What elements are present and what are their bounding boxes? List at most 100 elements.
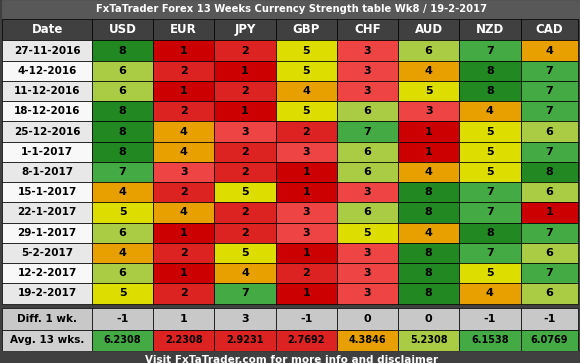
Text: 8: 8 xyxy=(425,268,433,278)
Text: 1-1-2017: 1-1-2017 xyxy=(21,147,73,157)
Bar xyxy=(459,19,520,40)
Text: 2: 2 xyxy=(241,167,249,177)
Bar xyxy=(520,283,578,303)
Bar xyxy=(2,223,92,243)
Text: 1: 1 xyxy=(241,66,249,76)
Text: 27-11-2016: 27-11-2016 xyxy=(14,46,81,56)
Bar xyxy=(2,263,92,283)
Bar xyxy=(92,243,153,263)
Bar xyxy=(92,202,153,223)
Bar xyxy=(2,121,92,142)
Bar xyxy=(215,330,276,351)
Bar xyxy=(520,330,578,351)
Text: 5-2-2017: 5-2-2017 xyxy=(21,248,73,258)
Bar xyxy=(337,223,398,243)
Text: 3: 3 xyxy=(241,314,249,323)
Bar xyxy=(276,202,337,223)
Bar xyxy=(276,81,337,101)
Bar xyxy=(92,61,153,81)
Bar xyxy=(276,243,337,263)
Text: 6: 6 xyxy=(364,106,371,116)
Text: 5: 5 xyxy=(302,46,310,56)
Text: 7: 7 xyxy=(241,289,249,298)
Text: 8: 8 xyxy=(119,46,126,56)
Text: 0: 0 xyxy=(364,314,371,323)
Text: JPY: JPY xyxy=(234,23,256,36)
Text: 4: 4 xyxy=(180,208,188,217)
Bar xyxy=(520,307,578,330)
Text: 11-12-2016: 11-12-2016 xyxy=(14,86,81,96)
Text: 29-1-2017: 29-1-2017 xyxy=(17,228,77,238)
Bar xyxy=(92,283,153,303)
Bar xyxy=(153,121,215,142)
Text: 4: 4 xyxy=(545,46,553,56)
Text: EUR: EUR xyxy=(171,23,197,36)
Bar xyxy=(459,61,520,81)
Text: 2: 2 xyxy=(180,187,187,197)
Bar xyxy=(153,182,215,202)
Text: 5: 5 xyxy=(486,147,494,157)
Bar xyxy=(153,142,215,162)
Text: 1: 1 xyxy=(180,314,187,323)
Text: 6.2308: 6.2308 xyxy=(104,335,142,346)
Bar xyxy=(153,223,215,243)
Bar xyxy=(337,40,398,61)
Text: 1: 1 xyxy=(302,167,310,177)
Text: 7: 7 xyxy=(545,106,553,116)
Bar xyxy=(276,283,337,303)
Bar xyxy=(459,263,520,283)
Bar xyxy=(215,142,276,162)
Bar xyxy=(276,40,337,61)
Bar xyxy=(92,330,153,351)
Text: 1: 1 xyxy=(545,208,553,217)
Bar xyxy=(398,307,459,330)
Text: 3: 3 xyxy=(180,167,187,177)
Text: 3: 3 xyxy=(425,106,433,116)
Text: 1: 1 xyxy=(180,228,187,238)
Bar xyxy=(92,81,153,101)
Text: 25-12-2016: 25-12-2016 xyxy=(14,127,81,136)
Bar xyxy=(276,330,337,351)
Bar xyxy=(2,19,92,40)
Bar xyxy=(2,142,92,162)
Text: 2: 2 xyxy=(302,268,310,278)
Text: 3: 3 xyxy=(364,46,371,56)
Text: -1: -1 xyxy=(300,314,313,323)
Bar xyxy=(398,202,459,223)
Text: 19-2-2017: 19-2-2017 xyxy=(17,289,77,298)
Bar xyxy=(459,307,520,330)
Text: Avg. 13 wks.: Avg. 13 wks. xyxy=(10,335,84,346)
Bar xyxy=(92,223,153,243)
Bar xyxy=(2,283,92,303)
Bar xyxy=(92,307,153,330)
Bar xyxy=(215,283,276,303)
Bar xyxy=(92,263,153,283)
Bar xyxy=(92,19,153,40)
Text: 3: 3 xyxy=(302,208,310,217)
Bar xyxy=(276,307,337,330)
Bar xyxy=(520,202,578,223)
Text: 3: 3 xyxy=(302,228,310,238)
Bar xyxy=(337,101,398,121)
Text: 3: 3 xyxy=(364,289,371,298)
Text: 7: 7 xyxy=(486,248,494,258)
Text: 1: 1 xyxy=(302,248,310,258)
Text: 6: 6 xyxy=(364,208,371,217)
Bar xyxy=(92,182,153,202)
Bar xyxy=(276,162,337,182)
Text: 6.0769: 6.0769 xyxy=(530,335,568,346)
Bar xyxy=(520,243,578,263)
Bar xyxy=(459,162,520,182)
Bar xyxy=(276,19,337,40)
Text: 1: 1 xyxy=(241,106,249,116)
Text: 1: 1 xyxy=(180,86,187,96)
Text: NZD: NZD xyxy=(476,23,504,36)
Bar xyxy=(276,182,337,202)
Bar xyxy=(276,142,337,162)
Text: 8: 8 xyxy=(486,66,494,76)
Text: 8-1-2017: 8-1-2017 xyxy=(21,167,73,177)
Text: 4.3846: 4.3846 xyxy=(349,335,386,346)
Bar xyxy=(459,121,520,142)
Bar xyxy=(337,19,398,40)
Bar xyxy=(2,162,92,182)
